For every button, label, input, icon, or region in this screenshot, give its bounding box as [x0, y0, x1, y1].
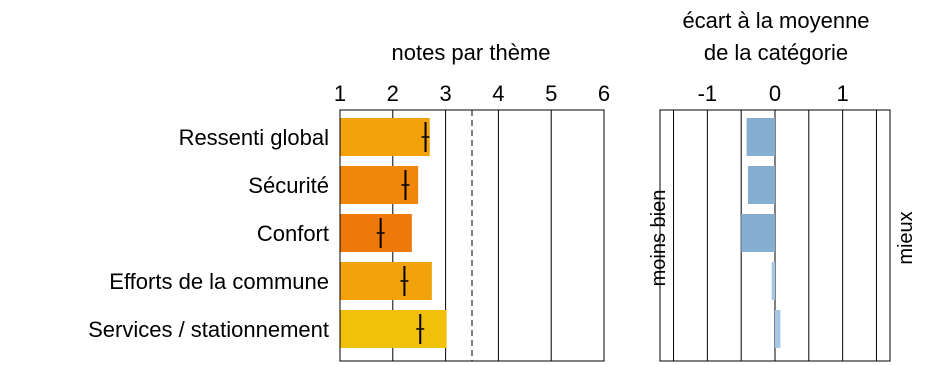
right-chart-title-line2: de la catégorie [704, 40, 848, 65]
right-tick-label: 1 [837, 81, 849, 106]
left-tick-label: 2 [387, 81, 399, 106]
right-chart-title-line1: écart à la moyenne [682, 8, 869, 33]
bar-services-stationnement [340, 310, 447, 348]
right-bars [741, 118, 781, 348]
notes-panel: notes par thème 1 2 3 4 5 6 Ressenti global Sé… [88, 40, 610, 362]
deviation-panel: écart à la moyenne de la catégorie -1 0 1 … [648, 8, 917, 362]
left-bars [340, 118, 447, 348]
left-tick-label: 4 [492, 81, 504, 106]
left-tick-label: 6 [598, 81, 610, 106]
category-label-efforts-de-la-commune: Efforts de la commune [109, 269, 329, 294]
left-chart-title: notes par thème [392, 40, 551, 65]
deviation-bar-securite [747, 166, 775, 204]
right-plot-frame [659, 109, 891, 362]
category-label-confort: Confort [257, 221, 329, 246]
bar-ressenti-global [340, 118, 430, 156]
left-tick-labels: 1 2 3 4 5 6 [334, 81, 610, 106]
category-label-services-stationnement: Services / stationnement [88, 317, 329, 342]
left-tick-label: 5 [545, 81, 557, 106]
bar-efforts-de-la-commune [340, 262, 432, 300]
category-label-securite: Sécurité [248, 173, 329, 198]
left-plot-frame [339, 109, 605, 362]
right-tick-label: -1 [698, 81, 718, 106]
right-side-label: mieux [895, 211, 917, 264]
category-labels: Ressenti global Sécurité Confort Efforts de… [88, 125, 329, 342]
left-tick-label: 1 [334, 81, 346, 106]
category-label-ressenti-global: Ressenti global [179, 125, 329, 150]
deviation-bar-ressenti-global [746, 118, 775, 156]
left-tick-label: 3 [439, 81, 451, 106]
left-side-label: moins bien [648, 190, 670, 287]
right-tick-label: 0 [769, 81, 781, 106]
deviation-bar-services-stationnement [775, 310, 781, 348]
bar-confort [340, 214, 412, 252]
deviation-bar-confort [741, 214, 775, 252]
deviation-bar-efforts-de-la-commune [771, 262, 775, 300]
left-markers [376, 122, 430, 344]
right-tick-labels: -1 0 1 [698, 81, 849, 106]
